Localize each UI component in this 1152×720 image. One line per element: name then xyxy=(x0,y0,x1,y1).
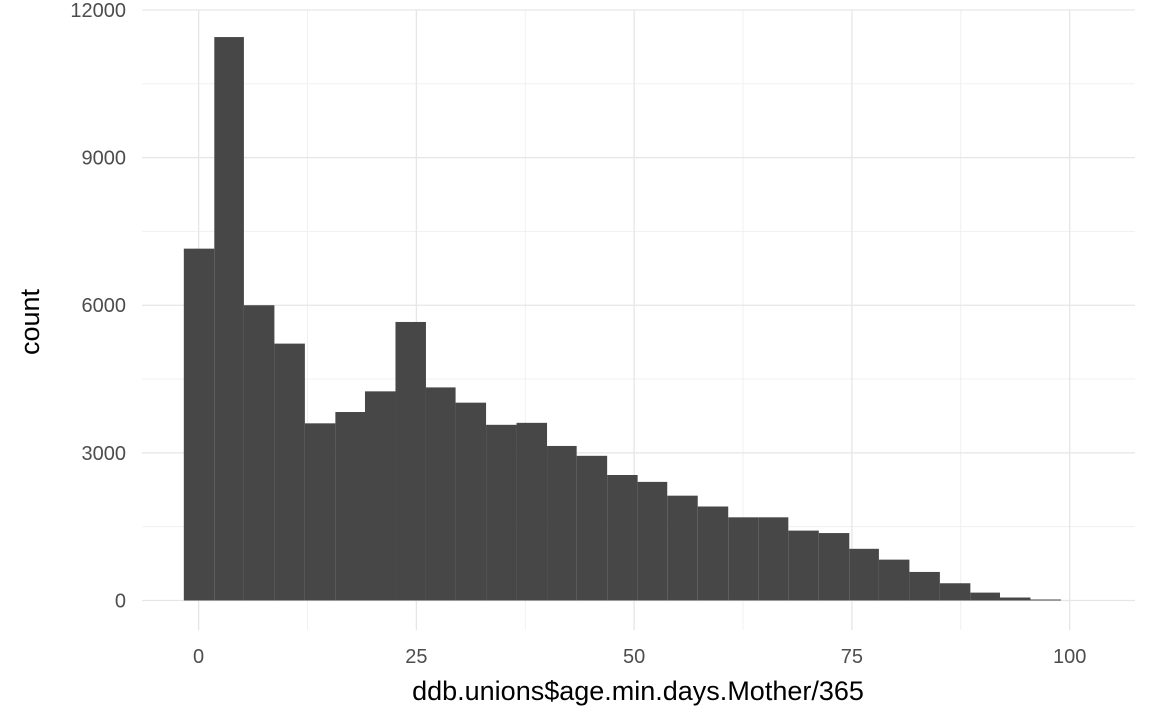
histogram-bar xyxy=(728,517,759,601)
histogram-bars xyxy=(183,37,1061,601)
x-tick-label: 75 xyxy=(841,646,863,668)
histogram-bar xyxy=(697,506,729,601)
histogram-bar xyxy=(818,533,850,601)
y-axis-tick-labels: 0 3000 6000 9000 12000 xyxy=(70,0,126,612)
histogram-bar xyxy=(547,445,577,601)
histogram-bar xyxy=(243,305,275,601)
histogram-bar xyxy=(849,548,879,601)
histogram-bar xyxy=(516,422,548,601)
histogram-bar xyxy=(1030,599,1061,601)
histogram-bar xyxy=(878,559,910,601)
histogram-bar xyxy=(364,391,396,601)
histogram-bar xyxy=(214,37,244,601)
histogram-bar xyxy=(576,455,608,601)
histogram-bar xyxy=(455,402,487,601)
histogram-bar xyxy=(607,475,638,601)
histogram-bar xyxy=(637,481,668,601)
x-axis-title: ddb.unions$age.min.days.Mother/365 xyxy=(412,676,864,706)
y-tick-label: 0 xyxy=(115,590,126,612)
histogram-bar xyxy=(425,387,456,601)
y-axis-title: count xyxy=(15,288,45,355)
y-tick-label: 6000 xyxy=(82,295,127,317)
histogram-bar xyxy=(788,530,819,601)
histogram-bar xyxy=(395,321,426,601)
histogram-bar xyxy=(939,583,971,601)
histogram-bar xyxy=(970,592,1000,601)
histogram-bar xyxy=(335,412,365,601)
histogram-bar xyxy=(274,343,305,601)
histogram-bar xyxy=(758,517,789,601)
y-tick-label: 12000 xyxy=(70,0,126,22)
x-axis-tick-labels: 0 25 50 75 100 xyxy=(193,646,1086,668)
x-tick-label: 25 xyxy=(405,646,427,668)
histogram-bar xyxy=(999,597,1031,601)
x-tick-label: 50 xyxy=(623,646,645,668)
y-tick-label: 3000 xyxy=(82,443,127,465)
y-tick-label: 9000 xyxy=(82,148,127,170)
histogram-bar xyxy=(909,571,940,601)
histogram-bar xyxy=(486,424,517,601)
histogram-bar xyxy=(183,248,215,601)
histogram-bar xyxy=(304,423,336,601)
x-tick-label: 0 xyxy=(193,646,204,668)
histogram-bar xyxy=(667,495,698,601)
x-tick-label: 100 xyxy=(1053,646,1086,668)
